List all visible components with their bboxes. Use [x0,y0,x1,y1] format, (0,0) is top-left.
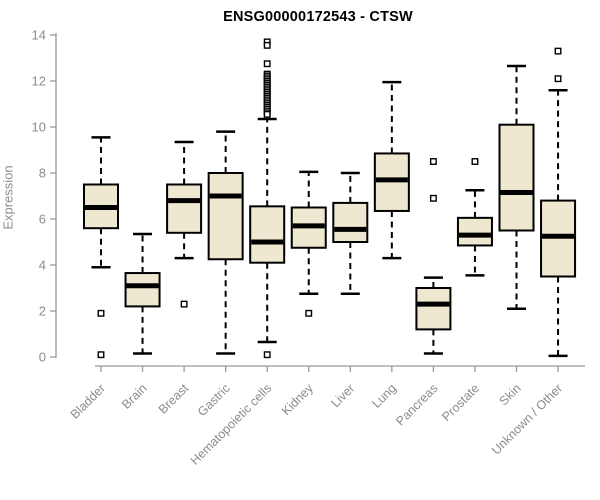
y-axis: 0 2 4 6 8 10 12 14 [32,28,57,365]
outlier-point [471,158,479,165]
outlier-point [263,110,271,118]
boxplot-bladder [83,136,119,359]
y-tick-label: 2 [39,304,46,319]
boxplot-prostate [456,158,493,277]
outlier-point [429,194,437,202]
boxplot-lung [373,80,410,260]
x-category-label-unknown-other: Unknown / Other [489,381,565,457]
x-category-label-skin: Skin [497,381,524,408]
x-category-label-breast: Breast [156,381,192,417]
chart-title: ENSG00000172543 - CTSW [223,9,413,25]
outlier-point [263,351,271,359]
outlier-point [554,75,562,83]
boxplot-skin [498,64,535,310]
outlier-point [305,309,313,317]
x-category-label-liver: Liver [328,381,357,410]
x-category-label-gastric: Gastric [195,381,233,419]
boxplot-breast [166,140,203,308]
x-category-label-kidney: Kidney [279,381,316,418]
box-rect [498,123,535,232]
outlier-point [554,47,562,55]
x-category-label-brain: Brain [119,381,150,412]
box-rect [207,172,244,261]
box-rect [415,287,452,331]
x-category-label-lung: Lung [369,381,399,411]
y-tick-label: 12 [32,74,46,89]
boxplot-kidney [290,170,327,317]
boxplot-gastric [207,130,244,355]
outlier-point [263,60,271,68]
boxplot-liver [332,171,369,295]
boxplot-brain [124,232,161,355]
outlier-point [263,41,271,49]
y-tick-label: 4 [39,258,46,273]
y-tick-label: 10 [32,120,46,135]
box-rect [456,216,493,247]
box-rect [124,272,161,308]
x-category-label-pancreas: Pancreas [393,381,440,428]
boxplot-hematopoietic-cells [249,38,286,359]
boxplot-pancreas [415,158,452,355]
outlier-point [97,351,105,359]
boxplot-unknown-other [540,47,577,358]
box-rect [166,183,203,234]
x-category-label-hematopoietic-cells: Hematopoietic cells [188,381,275,468]
x-category-label-bladder: Bladder [68,381,108,421]
box-rect [249,205,286,264]
outlier-point [429,158,437,165]
y-tick-label: 0 [39,350,46,365]
y-tick-label: 14 [32,28,46,43]
outlier-point [97,309,105,317]
x-category-label-prostate: Prostate [439,381,482,424]
y-tick-label: 8 [39,166,46,181]
box-rect [332,201,369,243]
y-tick-label: 6 [39,212,46,227]
outlier-point [180,300,188,308]
